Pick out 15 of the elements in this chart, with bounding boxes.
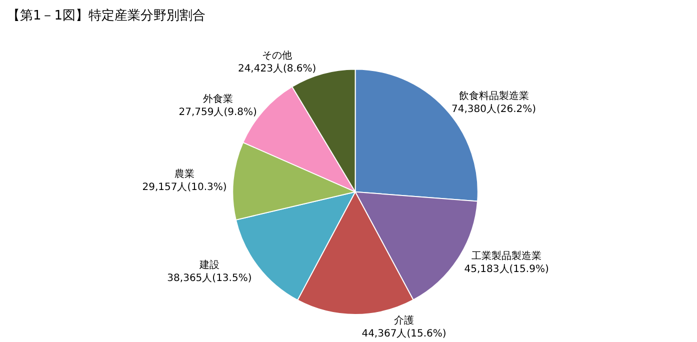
data-label: 44,367人(15.6%) <box>362 328 446 340</box>
slice-label: 介護 <box>394 314 414 326</box>
chart-title: 【第1－1図】特定産業分野別割合 <box>6 7 206 24</box>
data-label: 29,157人(10.3%) <box>142 182 227 193</box>
data-label: 27,759人(9.8%) <box>178 106 258 118</box>
data-label: 45,183人(15.9%) <box>464 264 549 275</box>
data-label: 38,365人(13.5%) <box>167 272 252 284</box>
slice-label: 飲食料品製造業 <box>458 90 529 102</box>
slice-label: 農業 <box>174 168 195 180</box>
slice-label: 工業製品製造業 <box>472 250 542 262</box>
slice-label: 外食業 <box>202 92 233 105</box>
slice-label: その他 <box>262 50 292 62</box>
slice-label: 建設 <box>198 258 220 271</box>
data-label: 74,380人(26.2%) <box>452 104 536 116</box>
data-label: 24,423人(8.6%) <box>238 64 316 75</box>
